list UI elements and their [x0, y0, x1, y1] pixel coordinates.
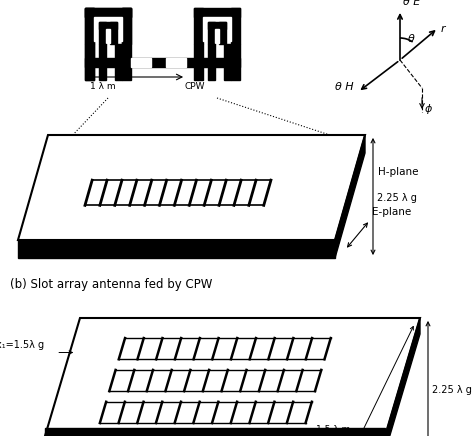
Text: ϕ: ϕ	[425, 104, 432, 114]
Polygon shape	[18, 240, 335, 258]
Polygon shape	[85, 8, 131, 17]
Polygon shape	[385, 318, 420, 436]
Polygon shape	[194, 8, 240, 17]
Polygon shape	[85, 44, 94, 80]
Polygon shape	[194, 8, 203, 44]
Text: CPW: CPW	[185, 82, 206, 91]
Text: r: r	[441, 24, 446, 34]
Polygon shape	[194, 44, 203, 80]
Polygon shape	[335, 135, 365, 258]
Polygon shape	[99, 44, 106, 80]
Text: 2.25 λ g: 2.25 λ g	[432, 385, 472, 395]
Polygon shape	[208, 22, 226, 29]
Polygon shape	[231, 44, 240, 80]
Polygon shape	[94, 17, 122, 41]
Text: θ H: θ H	[335, 82, 354, 92]
Polygon shape	[99, 22, 106, 44]
Polygon shape	[208, 22, 215, 44]
Polygon shape	[115, 44, 122, 80]
Text: 2.25 λ g: 2.25 λ g	[377, 193, 417, 203]
Polygon shape	[45, 435, 385, 436]
Text: θ E: θ E	[403, 0, 420, 7]
Polygon shape	[208, 44, 215, 80]
Polygon shape	[85, 8, 94, 44]
Polygon shape	[45, 318, 420, 436]
Text: 1 λ m: 1 λ m	[90, 82, 116, 91]
Polygon shape	[122, 8, 131, 44]
Text: E-plane: E-plane	[372, 207, 411, 217]
Polygon shape	[131, 58, 151, 67]
Polygon shape	[166, 58, 186, 67]
Polygon shape	[215, 29, 219, 43]
Polygon shape	[99, 22, 117, 29]
Text: H-plane: H-plane	[378, 167, 419, 177]
Polygon shape	[106, 29, 110, 43]
Polygon shape	[231, 8, 240, 44]
Polygon shape	[45, 428, 385, 436]
Polygon shape	[122, 44, 131, 80]
Text: x₁=1.5λ g: x₁=1.5λ g	[0, 340, 45, 350]
Polygon shape	[94, 8, 122, 17]
Polygon shape	[85, 8, 131, 17]
Polygon shape	[94, 17, 120, 28]
Polygon shape	[122, 8, 131, 44]
Polygon shape	[110, 22, 117, 44]
Polygon shape	[85, 58, 240, 67]
Polygon shape	[224, 44, 231, 80]
Polygon shape	[18, 135, 365, 240]
Text: θ: θ	[408, 34, 415, 44]
Polygon shape	[219, 22, 226, 44]
Text: (b) Slot array antenna fed by CPW: (b) Slot array antenna fed by CPW	[10, 278, 212, 291]
Text: 1.5 λ m: 1.5 λ m	[316, 425, 350, 434]
Polygon shape	[203, 17, 231, 41]
Polygon shape	[85, 8, 94, 80]
